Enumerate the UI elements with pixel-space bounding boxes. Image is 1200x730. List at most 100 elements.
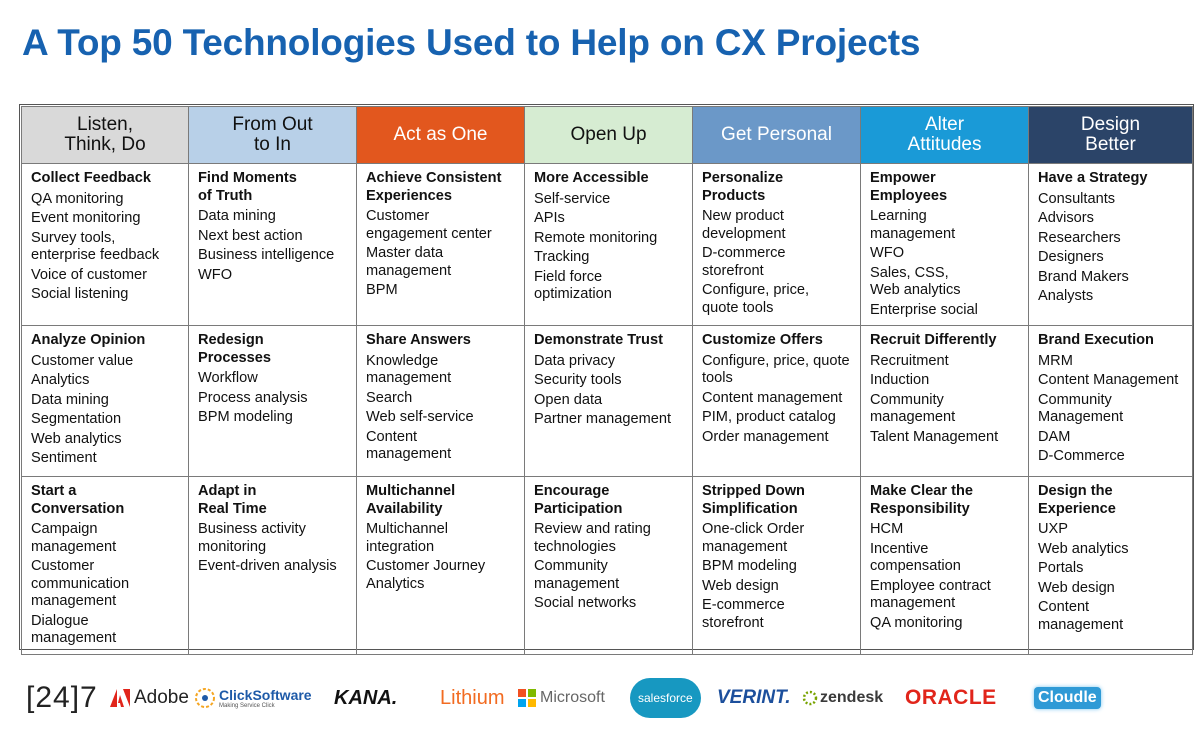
cell-heading: Stripped Down Simplification xyxy=(702,483,855,518)
technology-item: New product development xyxy=(702,208,855,243)
technology-item-line: Sentiment xyxy=(31,450,97,466)
cell-heading-line: Redesign xyxy=(198,332,264,348)
technology-item-line: New product xyxy=(702,208,784,224)
technology-item: Data privacy xyxy=(534,353,687,371)
technology-item-line: Process analysis xyxy=(198,389,308,406)
column-header-line: Get Personal xyxy=(721,124,832,145)
technology-item-line: Talent Management xyxy=(870,428,999,445)
technology-item: Campaign management xyxy=(31,521,183,556)
technology-item: One-click Order management xyxy=(702,521,855,556)
technology-item: Workflow xyxy=(198,370,351,388)
technology-item-line: Business intelligence xyxy=(198,247,335,263)
technology-item-line: Advisors xyxy=(1038,210,1094,226)
cell-heading-line: Have a Strategy xyxy=(1038,170,1148,186)
technology-item-line: Survey tools, xyxy=(31,229,116,246)
table-cell: Multichannel Availability Multichannel inte… xyxy=(356,476,525,655)
technology-item-line: Security tools xyxy=(534,372,622,388)
technology-item-line: DAM xyxy=(1038,428,1071,445)
cell-heading: Collect Feedback xyxy=(31,170,183,188)
cell-heading: Brand Execution xyxy=(1038,332,1187,350)
cell-heading-line: Real Time xyxy=(198,500,267,517)
logo-lithium: Lithium xyxy=(440,668,504,728)
table-cell: Stripped Down Simplification One-click Ord… xyxy=(692,476,861,655)
logo-kana: KANA. xyxy=(334,668,397,728)
cell-heading: Make Clear the Responsibility xyxy=(870,483,1023,518)
logo-lithium-text: Lithium xyxy=(440,686,505,709)
technology-item-line: Event-driven analysis xyxy=(198,558,337,574)
column-header-line: to In xyxy=(254,134,291,155)
technology-item-line: Review and rating xyxy=(534,521,651,537)
cell-heading: Have a Strategy xyxy=(1038,170,1187,188)
table-cell: Redesign Processes Workflow Process analysi… xyxy=(188,325,357,477)
logo-salesforce: salesforce xyxy=(630,668,701,728)
technology-item: Review and rating technologies xyxy=(534,521,687,556)
technology-item: Search xyxy=(366,390,519,408)
technology-item: Dialogue management xyxy=(31,613,183,648)
technology-item: Content management xyxy=(366,429,519,464)
technology-item-line: Content xyxy=(1038,599,1090,615)
technology-item-line: Induction xyxy=(870,372,930,388)
technology-item-line: Field force xyxy=(534,268,603,285)
column-header-line: Design xyxy=(1080,114,1141,135)
clicksoftware-icon xyxy=(195,688,215,708)
technology-item-line: Next best action xyxy=(198,227,303,244)
logo-kana-text: KANA. xyxy=(334,686,398,709)
cell-heading-line: Stripped Down xyxy=(702,483,805,499)
technology-item: Security tools xyxy=(534,372,687,390)
table-cell: Collect Feedback QA monitoring Event monit… xyxy=(21,163,189,326)
technology-item: Social networks xyxy=(534,595,687,613)
cell-heading-line: Recruit Differently xyxy=(870,332,997,348)
technology-item-line: Knowledge xyxy=(366,352,439,369)
technology-item: Survey tools, enterprise feedback xyxy=(31,230,183,265)
table-cell: Recruit Differently Recruitment Induction C… xyxy=(860,325,1029,477)
technology-item: Customer value xyxy=(31,353,183,371)
technology-item-line: Configure, price, xyxy=(702,282,810,298)
technology-item-line: Consultants xyxy=(1038,190,1116,207)
cell-heading-line: Share Answers xyxy=(366,332,471,348)
technology-item-line: Content xyxy=(366,428,418,445)
logo-cloudle: Cloudle xyxy=(1034,668,1101,728)
technology-item: Brand Makers xyxy=(1038,269,1187,287)
technology-item-line: management xyxy=(366,370,452,386)
cell-heading-line: Find Moments xyxy=(198,170,297,186)
technology-item-line: enterprise feedback xyxy=(31,247,160,263)
table-cell: Design the Experience UXP Web analytics Port… xyxy=(1028,476,1193,655)
table-cell: Demonstrate Trust Data privacy Security to… xyxy=(524,325,693,477)
technology-item-line: compensation xyxy=(870,558,961,574)
technology-item: Designers xyxy=(1038,249,1187,267)
table-cell: Share Answers Knowledge management Search We… xyxy=(356,325,525,477)
technology-item-line: Web design xyxy=(1038,579,1115,596)
technology-item-line: WFO xyxy=(870,245,905,261)
technology-item: Sales, CSS, Web analytics xyxy=(870,265,1023,300)
table-cell: Personalize Products New product developmen… xyxy=(692,163,861,326)
cell-heading-line: Experience xyxy=(1038,500,1116,517)
technology-item-line: Content management xyxy=(702,389,843,406)
cell-heading-line: of Truth xyxy=(198,187,253,204)
logo-247-text: [24]7 xyxy=(26,681,98,714)
technology-item: WFO xyxy=(870,245,1023,263)
technology-item: Self-service xyxy=(534,191,687,209)
logo-microsoft: Microsoft xyxy=(518,668,605,728)
cell-heading-line: Adapt in xyxy=(198,483,257,499)
technology-item-line: management xyxy=(366,262,452,279)
technology-item: PIM, product catalog xyxy=(702,409,855,427)
logo-zendesk: zendesk xyxy=(802,668,883,728)
logo-microsoft-text: Microsoft xyxy=(540,689,605,706)
table-cell: Customize Offers Configure, price, quote t… xyxy=(692,325,861,477)
technology-item: BPM modeling xyxy=(702,558,855,576)
technology-item-line: Content Management xyxy=(1038,372,1179,388)
technology-item-line: Community xyxy=(534,558,608,574)
table-cell: More Accessible Self-service APIs Remote mo… xyxy=(524,163,693,326)
technology-item-line: BPM modeling xyxy=(198,409,293,425)
technology-item: D-commerce storefront xyxy=(702,245,855,280)
table-cell: Start a Conversation Campaign management Cus… xyxy=(21,476,189,655)
technology-item-line: Workflow xyxy=(198,370,258,386)
column-header-get-personal: Get Personal xyxy=(692,106,861,164)
column-header-line: Alter xyxy=(924,114,965,135)
technology-item: Community management xyxy=(870,392,1023,427)
logo-adobe: Adobe xyxy=(110,668,189,728)
cell-heading-line: More Accessible xyxy=(534,170,649,186)
technology-item: Data mining xyxy=(198,208,351,226)
technology-item-line: engagement center xyxy=(366,225,492,242)
technology-item-line: Partner management xyxy=(534,411,672,427)
